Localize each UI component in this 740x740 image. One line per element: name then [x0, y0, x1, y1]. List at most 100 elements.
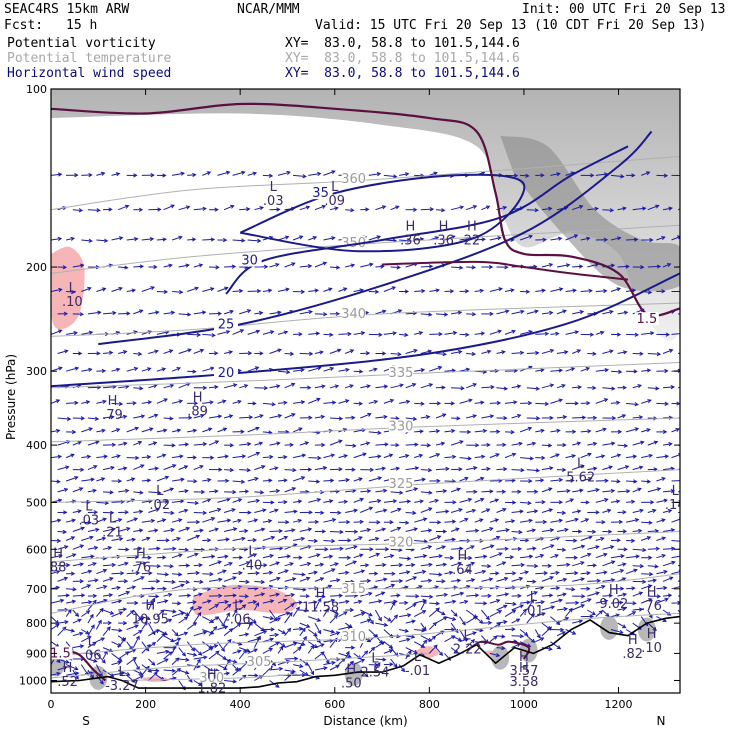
wind-vector — [314, 563, 324, 567]
wind-vector — [541, 626, 552, 637]
wind-arrowhead — [454, 649, 459, 654]
wind-vector — [572, 465, 584, 471]
wind-vector — [299, 622, 310, 628]
wind-arrowhead — [171, 443, 176, 448]
wind-vector — [314, 651, 325, 660]
wind-vector — [329, 548, 343, 550]
wind-vector — [133, 491, 143, 494]
wind-arrowhead — [520, 467, 525, 473]
wind-vector — [141, 238, 154, 241]
wind-vector — [610, 480, 620, 482]
wind-arrowhead — [663, 498, 669, 503]
wind-arrowhead — [648, 598, 653, 603]
wind-vector — [632, 509, 644, 513]
wind-vector — [345, 545, 357, 550]
wind-vector — [519, 571, 529, 575]
wind-vector — [595, 290, 607, 292]
wind-arrowhead — [202, 385, 208, 391]
wind-arrowhead — [631, 586, 636, 591]
wind-arrowhead — [329, 366, 335, 371]
wind-vector — [72, 487, 83, 493]
wind-vector — [51, 173, 62, 176]
wind-arrowhead — [191, 237, 197, 242]
wind-arrowhead — [58, 366, 63, 371]
wind-vector — [662, 548, 675, 550]
wind-arrowhead — [452, 599, 457, 604]
wind-arrowhead — [285, 611, 291, 616]
wind-arrowhead — [228, 562, 233, 566]
wind-arrowhead — [530, 613, 535, 618]
wind-vector — [232, 600, 243, 604]
wind-arrowhead — [80, 467, 85, 472]
wind-vector — [323, 333, 333, 336]
wind-vector — [65, 453, 75, 459]
wind-arrowhead — [188, 678, 193, 683]
wind-arrowhead — [457, 637, 463, 642]
wind-arrowhead — [79, 644, 85, 649]
wind-vector — [193, 606, 202, 611]
wind-arrowhead — [125, 547, 130, 552]
wind-arrowhead — [564, 350, 569, 355]
wind-vector — [671, 571, 680, 575]
wind-arrowhead — [57, 236, 63, 241]
wind-arrowhead — [358, 477, 363, 482]
wind-vector — [284, 642, 297, 649]
wind-vector — [262, 600, 274, 604]
x-axis-label: Distance (km) — [323, 714, 407, 728]
wind-vector — [202, 498, 211, 503]
wind-arrowhead — [368, 612, 373, 617]
wind-arrowhead — [549, 466, 554, 471]
wind-vector — [489, 402, 501, 404]
wind-arrowhead — [319, 350, 324, 355]
wind-arrowhead — [576, 349, 582, 354]
wind-arrowhead — [275, 592, 281, 597]
wind-vector — [262, 554, 274, 559]
wind-vector — [51, 399, 60, 404]
wind-vector — [163, 580, 175, 583]
wind-arrowhead — [421, 628, 426, 633]
wind-arrowhead — [650, 500, 655, 505]
wind-vector — [133, 510, 143, 513]
wind-arrowhead — [619, 586, 625, 591]
wind-arrowhead — [255, 451, 261, 456]
wind-arrowhead — [678, 453, 680, 458]
wind-vector — [550, 453, 560, 459]
wind-vector — [617, 593, 627, 597]
wind-vector — [96, 518, 107, 523]
wind-vector — [520, 457, 534, 460]
wind-vector — [186, 622, 197, 630]
wind-vector — [118, 562, 128, 567]
wind-vector — [481, 609, 490, 620]
wind-vector — [133, 415, 145, 419]
wind-arrowhead — [686, 528, 689, 531]
wind-arrowhead — [149, 237, 155, 242]
wind-arrowhead — [471, 312, 477, 317]
wind-vector — [111, 572, 124, 575]
wind-arrowhead — [366, 578, 372, 584]
wind-arrowhead — [255, 329, 261, 334]
wind-vector — [308, 367, 321, 372]
wind-vector — [550, 173, 560, 176]
wind-arrowhead — [283, 330, 289, 335]
wind-arrowhead — [470, 578, 476, 583]
wind-arrowhead — [630, 538, 636, 543]
wind-vector — [595, 173, 608, 176]
wind-vector — [450, 592, 464, 597]
theta-contour — [51, 469, 680, 503]
wind-vector — [118, 266, 128, 269]
wind-vector — [314, 598, 322, 611]
wind-arrowhead — [94, 578, 99, 583]
wind-arrowhead — [558, 518, 564, 523]
wind-arrowhead — [688, 489, 691, 492]
wind-arrowhead — [578, 205, 584, 209]
wind-arrowhead — [366, 489, 372, 494]
wind-arrowhead — [524, 538, 530, 543]
wind-arrowhead — [428, 312, 433, 317]
wind-vector — [595, 498, 608, 503]
wind-vector — [474, 289, 484, 292]
wind-arrowhead — [72, 587, 77, 592]
wind-vector — [496, 548, 508, 550]
wind-vector — [133, 617, 144, 624]
wind-arrowhead — [435, 429, 441, 434]
wind-vector — [96, 537, 106, 541]
